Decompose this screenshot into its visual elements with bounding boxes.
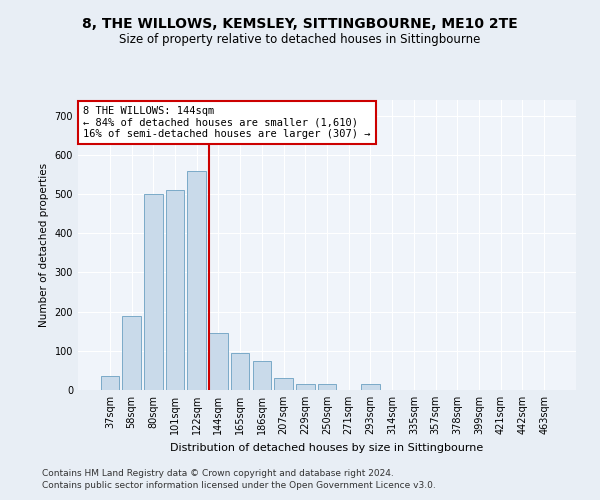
Bar <box>101 376 119 390</box>
Bar <box>274 378 293 390</box>
X-axis label: Distribution of detached houses by size in Sittingbourne: Distribution of detached houses by size … <box>170 442 484 452</box>
Bar <box>144 194 163 390</box>
Bar <box>231 353 250 390</box>
Bar <box>296 384 314 390</box>
Bar <box>253 360 271 390</box>
Text: Size of property relative to detached houses in Sittingbourne: Size of property relative to detached ho… <box>119 32 481 46</box>
Bar <box>318 384 336 390</box>
Bar <box>361 384 380 390</box>
Text: 8 THE WILLOWS: 144sqm
← 84% of detached houses are smaller (1,610)
16% of semi-d: 8 THE WILLOWS: 144sqm ← 84% of detached … <box>83 106 370 139</box>
Bar <box>122 316 141 390</box>
Bar <box>187 170 206 390</box>
Bar <box>209 333 227 390</box>
Text: Contains public sector information licensed under the Open Government Licence v3: Contains public sector information licen… <box>42 481 436 490</box>
Y-axis label: Number of detached properties: Number of detached properties <box>39 163 49 327</box>
Text: Contains HM Land Registry data © Crown copyright and database right 2024.: Contains HM Land Registry data © Crown c… <box>42 468 394 477</box>
Text: 8, THE WILLOWS, KEMSLEY, SITTINGBOURNE, ME10 2TE: 8, THE WILLOWS, KEMSLEY, SITTINGBOURNE, … <box>82 18 518 32</box>
Bar <box>166 190 184 390</box>
